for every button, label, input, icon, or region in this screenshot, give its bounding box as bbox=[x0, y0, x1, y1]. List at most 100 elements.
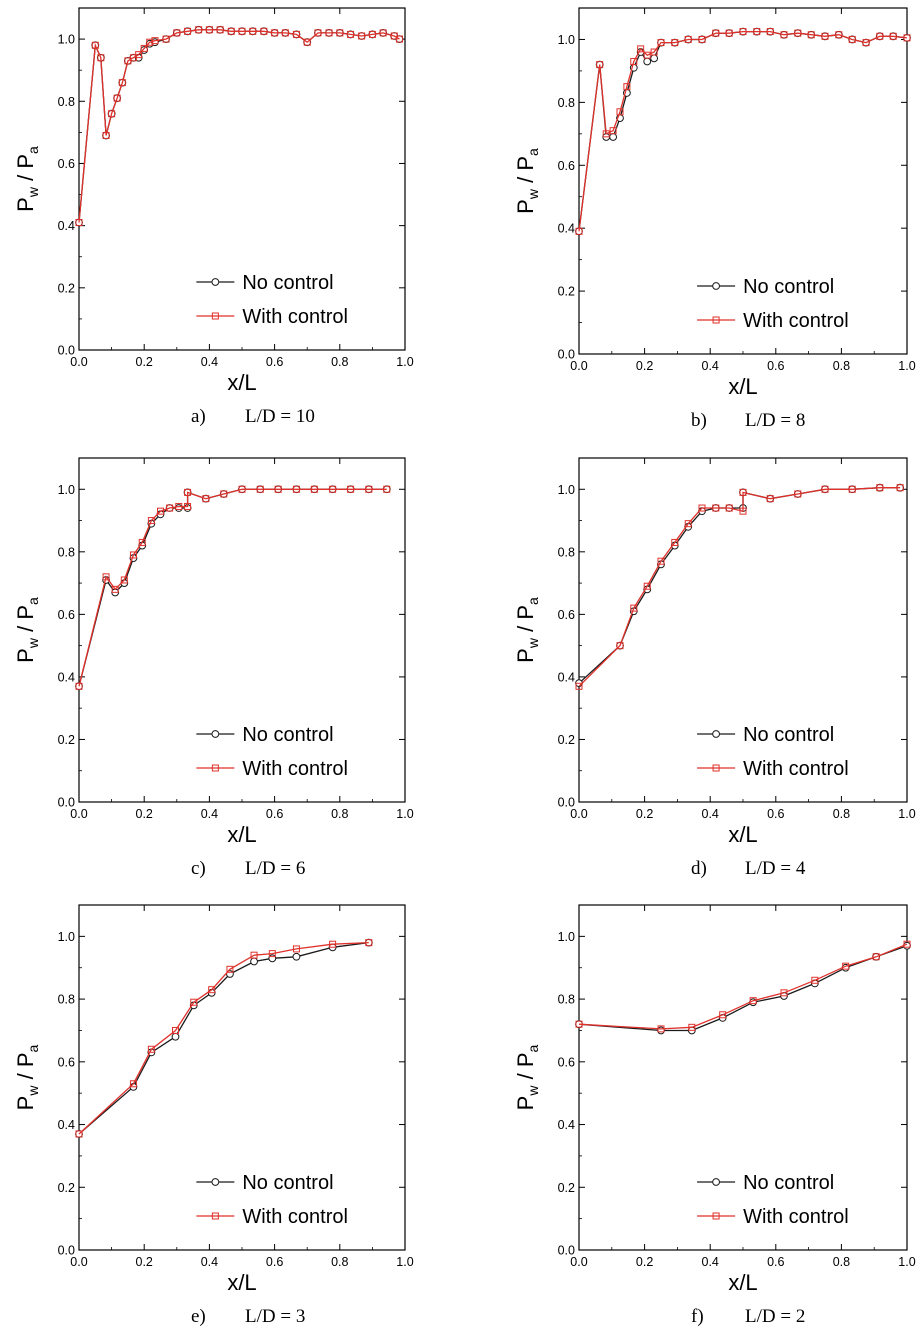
x-tick-label: 1.0 bbox=[898, 1255, 915, 1269]
data-point-with-control bbox=[616, 642, 624, 650]
plot-frame bbox=[578, 7, 908, 355]
legend-marker-square bbox=[211, 764, 219, 772]
data-point-with-control bbox=[140, 44, 148, 52]
data-point-with-control bbox=[630, 57, 638, 65]
y-tick-label: 0.8 bbox=[58, 993, 75, 1007]
data-point-with-control bbox=[688, 1023, 696, 1031]
data-point-with-control bbox=[227, 27, 235, 35]
y-tick-label: 0.8 bbox=[58, 545, 75, 559]
data-point-with-control bbox=[260, 27, 268, 35]
y-tick-label: 0.4 bbox=[558, 222, 575, 236]
y-tick-label: 0.0 bbox=[558, 1244, 575, 1258]
data-point-with-control bbox=[268, 950, 276, 958]
data-point-with-control bbox=[184, 488, 192, 496]
data-point-with-control bbox=[725, 504, 733, 512]
series-line-no-control bbox=[78, 941, 369, 1135]
legend-entry: No control bbox=[242, 724, 333, 746]
y-axis-label-subscript: w bbox=[525, 637, 541, 649]
x-tick-label: 0.6 bbox=[767, 1255, 784, 1269]
legend-entry: With control bbox=[242, 1206, 348, 1228]
data-point-with-control bbox=[876, 484, 884, 492]
legend-marker-circle bbox=[211, 730, 220, 738]
data-point-with-control bbox=[684, 520, 692, 528]
data-point-with-control bbox=[671, 538, 679, 546]
y-tick-label: 0.2 bbox=[558, 1181, 575, 1195]
data-point-with-control bbox=[903, 34, 911, 42]
data-point-with-control bbox=[226, 965, 234, 973]
data-point-with-control bbox=[749, 997, 757, 1005]
data-point-with-control bbox=[903, 940, 911, 948]
x-tick-label: 0.4 bbox=[702, 1255, 719, 1269]
data-point-with-control bbox=[336, 29, 344, 37]
series-line-with-control bbox=[78, 488, 387, 687]
data-point-with-control bbox=[602, 130, 610, 138]
series-line-with-control bbox=[578, 487, 901, 687]
data-point-no-control bbox=[171, 1032, 180, 1041]
y-tick-label: 0.8 bbox=[558, 96, 575, 110]
y-axis-label-part: / bbox=[513, 1067, 538, 1085]
y-axis-label-subscript: a bbox=[25, 597, 41, 605]
data-point-with-control bbox=[671, 39, 679, 47]
data-point-with-control bbox=[195, 26, 203, 34]
data-point-no-control bbox=[250, 957, 258, 966]
data-point-with-control bbox=[889, 32, 897, 40]
data-point-with-control bbox=[190, 998, 198, 1006]
data-point-with-control bbox=[274, 485, 282, 493]
x-axis-label: x/L bbox=[227, 822, 256, 847]
x-tick-label: 0.8 bbox=[331, 355, 348, 369]
x-tick-label: 0.2 bbox=[136, 807, 153, 821]
y-axis-label-subscript: w bbox=[25, 186, 41, 198]
y-axis-label-part: / bbox=[13, 169, 38, 187]
data-point-with-control bbox=[848, 35, 856, 43]
x-tick-label: 1.0 bbox=[396, 807, 413, 821]
data-point-with-control bbox=[138, 538, 146, 546]
data-point-with-control bbox=[162, 35, 170, 43]
x-tick-label: 1.0 bbox=[898, 807, 915, 821]
data-point-no-control bbox=[657, 1026, 665, 1035]
y-axis-label-subscript: a bbox=[525, 597, 541, 605]
data-point-with-control bbox=[118, 79, 126, 87]
y-axis-label-part: / bbox=[13, 620, 38, 638]
y-axis-label-subscript: a bbox=[525, 148, 541, 156]
data-point-with-control bbox=[147, 517, 155, 525]
data-point-with-control bbox=[303, 38, 311, 46]
plot-frame bbox=[78, 457, 406, 803]
y-axis-label-part: P bbox=[513, 1096, 538, 1111]
data-point-with-control bbox=[650, 48, 658, 56]
data-point-with-control bbox=[643, 51, 651, 59]
y-tick-label: 1.0 bbox=[58, 483, 75, 497]
data-point-with-control bbox=[657, 1025, 665, 1033]
y-tick-label: 0.2 bbox=[58, 1181, 75, 1195]
x-tick-label: 1.0 bbox=[396, 1255, 413, 1269]
data-point-with-control bbox=[739, 488, 747, 496]
y-axis-label: Pw / Pa bbox=[13, 597, 41, 663]
data-point-with-control bbox=[383, 485, 391, 493]
y-axis-label: Pw / Pa bbox=[513, 1044, 541, 1110]
data-point-no-control bbox=[643, 57, 652, 66]
chart-panel-5: 0.0 0.2 0.4 0.6 0.8 1.0 0.0 0.2 0.4 0.6 0.8 1.0 x/L P… bbox=[13, 904, 414, 1327]
y-tick-label: 0.6 bbox=[58, 608, 75, 622]
data-point-with-control bbox=[208, 986, 216, 994]
data-point-with-control bbox=[250, 951, 258, 959]
data-point-with-control bbox=[120, 576, 128, 584]
data-point-no-control bbox=[174, 504, 183, 512]
data-point-with-control bbox=[725, 29, 733, 37]
data-point-with-control bbox=[173, 29, 181, 37]
y-axis-label-part: P bbox=[13, 154, 38, 169]
y-axis-label-subscript: a bbox=[25, 146, 41, 154]
x-tick-label: 0.2 bbox=[636, 1255, 653, 1269]
data-point-no-control bbox=[268, 954, 277, 963]
legend-entry: With control bbox=[242, 306, 348, 328]
data-point-with-control bbox=[314, 29, 322, 37]
data-point-with-control bbox=[111, 585, 119, 593]
data-point-with-control bbox=[365, 485, 373, 493]
caption-text: L/D = 2 bbox=[745, 1306, 805, 1327]
data-point-with-control bbox=[171, 1026, 179, 1034]
data-point-with-control bbox=[238, 27, 246, 35]
caption-letter: a) bbox=[191, 406, 206, 427]
caption-letter: d) bbox=[691, 858, 707, 879]
legend-marker-circle bbox=[712, 730, 720, 738]
y-axis-label-subscript: a bbox=[525, 1044, 541, 1052]
data-point-no-control bbox=[650, 54, 659, 63]
data-point-with-control bbox=[739, 28, 747, 36]
